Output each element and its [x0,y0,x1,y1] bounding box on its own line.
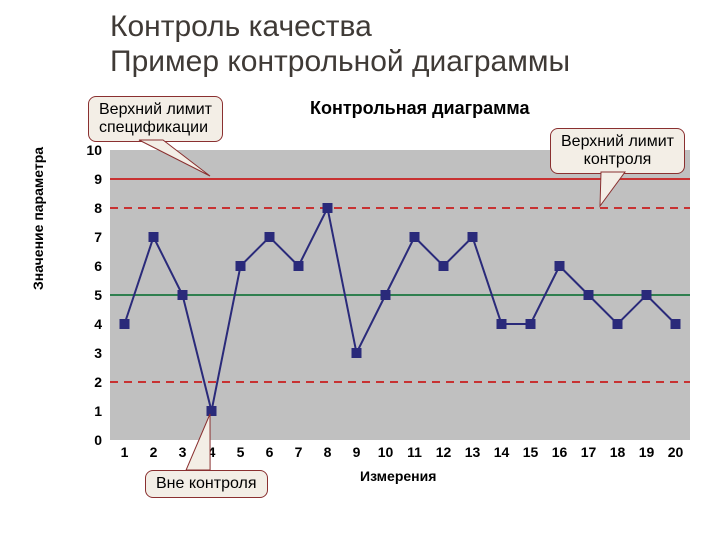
y-tick: 3 [94,345,102,361]
callout-upper-spec: Верхний лимит спецификации [88,96,223,142]
y-tick: 9 [94,171,102,187]
callout-text-l2: спецификации [99,119,212,137]
x-tick: 4 [208,444,216,460]
y-tick: 4 [94,316,102,332]
control-chart [110,150,690,440]
chart-svg [110,150,690,440]
callout-text-l1: Верхний лимит [561,133,674,151]
x-tick: 17 [581,444,597,460]
callout-text-l2: контроля [561,151,674,169]
page-title: Контроль качества Пример контрольной диа… [110,10,570,79]
y-tick: 1 [94,403,102,419]
y-axis-label: Значение параметра [30,147,46,290]
x-tick: 13 [465,444,481,460]
x-tick: 8 [324,444,332,460]
x-tick: 7 [295,444,303,460]
x-tick: 11 [407,444,422,460]
callout-text-l1: Верхний лимит [99,101,212,119]
y-tick: 10 [86,142,102,158]
callout-text-l1: Вне контроля [156,475,257,493]
callout-upper-control: Верхний лимит контроля [550,128,685,174]
x-tick: 5 [237,444,245,460]
x-tick: 20 [668,444,684,460]
x-tick: 12 [436,444,452,460]
x-tick: 18 [610,444,626,460]
y-tick: 2 [94,374,102,390]
title-line-2: Пример контрольной диаграммы [110,45,570,80]
x-tick: 6 [266,444,274,460]
x-tick: 10 [378,444,394,460]
x-tick: 2 [150,444,158,460]
x-tick: 3 [179,444,187,460]
y-tick: 0 [94,432,102,448]
x-tick: 16 [552,444,568,460]
x-tick: 15 [523,444,539,460]
x-tick: 19 [639,444,655,460]
y-tick: 6 [94,258,102,274]
x-tick: 1 [121,444,129,460]
x-tick: 14 [494,444,510,460]
y-tick: 7 [94,229,102,245]
title-line-1: Контроль качества [110,10,570,45]
x-tick: 9 [353,444,361,460]
chart-title: Контрольная диаграмма [310,98,530,119]
y-tick: 8 [94,200,102,216]
y-tick: 5 [94,287,102,303]
callout-out-of-control: Вне контроля [145,470,268,498]
x-axis-label: Измерения [360,468,436,484]
